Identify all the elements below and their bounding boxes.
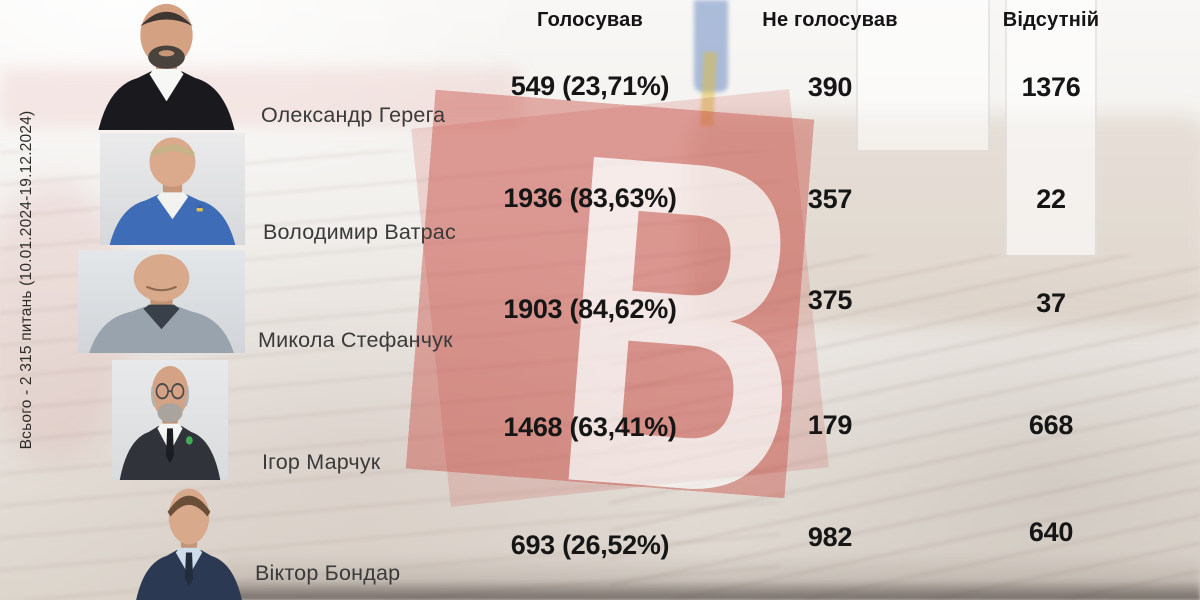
background-wall-column: [1005, 0, 1097, 255]
watermark-logo: В В: [405, 89, 815, 499]
deputy-name: Ігор Марчук: [262, 450, 381, 474]
photo-volodymyr-vatras: [100, 133, 245, 245]
absent-value: 22: [1036, 184, 1066, 214]
column-header-voted: Голосував: [537, 9, 643, 31]
absent-value: 37: [1036, 288, 1066, 318]
deputy-name: Олександр Герега: [261, 103, 446, 127]
not-voted-value: 390: [807, 72, 853, 102]
absent-value: 1376: [1021, 72, 1081, 102]
watermark-letter-overlay: В: [538, 90, 814, 499]
not-voted-value: 375: [807, 285, 853, 315]
photo-oleksandr-hereha: [98, 3, 235, 130]
total-questions-label: Всього - 2 315 питань (10.01.2024-19.12.…: [18, 110, 35, 450]
voted-value: 693 (26,52%): [510, 530, 670, 560]
photo-mykola-stefanchuk: [78, 250, 245, 353]
watermark-square: [405, 89, 815, 499]
voted-value: 549 (23,71%): [510, 71, 670, 101]
photo-ihor-marchuk: [112, 360, 228, 480]
voted-value: 1936 (83,63%): [503, 183, 677, 213]
voted-value: 1903 (84,62%): [503, 294, 677, 324]
not-voted-value: 179: [807, 410, 853, 440]
ukraine-flag-blue: [694, 0, 728, 92]
column-header-absent: Відсутній: [1002, 9, 1100, 31]
deputy-name: Віктор Бондар: [255, 561, 401, 585]
deputy-name: Володимир Ватрас: [263, 220, 456, 244]
not-voted-value: 357: [807, 184, 853, 214]
column-header-not-voted: Не голосував: [762, 9, 898, 31]
voted-value: 1468 (63,41%): [503, 412, 677, 442]
absent-value: 668: [1028, 410, 1074, 440]
photo-viktor-bondar: [136, 488, 242, 600]
deputy-name: Микола Стефанчук: [258, 328, 453, 352]
absent-value: 640: [1028, 517, 1074, 547]
not-voted-value: 982: [807, 522, 853, 552]
